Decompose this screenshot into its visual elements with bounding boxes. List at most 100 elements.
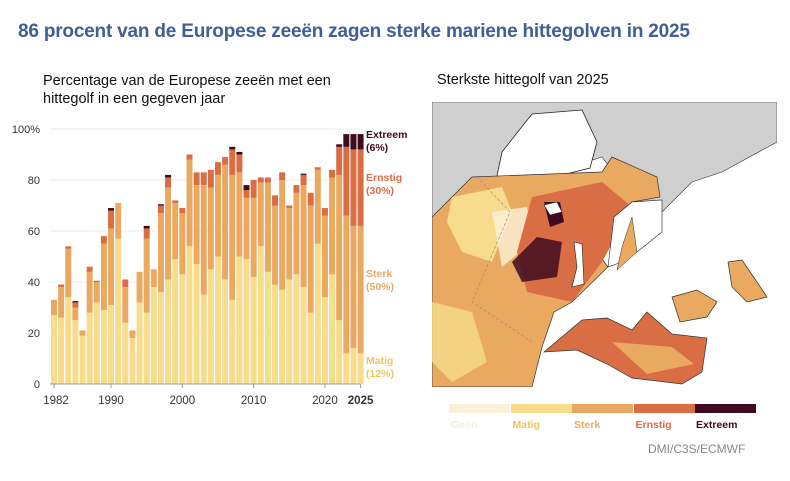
bar-ernstig-2010 bbox=[250, 180, 257, 198]
label-name: Matig bbox=[366, 355, 394, 367]
bar-sterk-1993 bbox=[129, 330, 136, 339]
bar-ernstig-2006 bbox=[222, 157, 229, 165]
bar-sterk-1999 bbox=[172, 202, 179, 260]
bar-matig-2020 bbox=[321, 297, 328, 384]
legend-swatch-geen bbox=[449, 404, 510, 413]
bar-ernstig-1985 bbox=[72, 302, 79, 308]
x-tick-label: 2020 bbox=[312, 395, 338, 407]
bar-matig-2023 bbox=[343, 353, 350, 384]
bar-sterk-2007 bbox=[229, 174, 236, 300]
bar-ernstig-2025 bbox=[357, 149, 364, 226]
bar-sterk-1997 bbox=[157, 213, 164, 293]
x-tick-label: 1982 bbox=[43, 395, 69, 407]
bar-ernstig-1990 bbox=[108, 210, 115, 229]
legend-label-extreem: Extreem bbox=[696, 419, 738, 431]
bar-ernstig-2018 bbox=[307, 192, 314, 206]
bar-matig-1992 bbox=[122, 322, 129, 384]
caspian-sea bbox=[727, 259, 768, 303]
bar-ernstig-2014 bbox=[279, 172, 286, 180]
bar-matig-1995 bbox=[143, 312, 150, 384]
bar-extreem-2008 bbox=[236, 151, 243, 155]
bar-extreem-2024 bbox=[350, 134, 357, 150]
bar-extreem-1997 bbox=[157, 204, 164, 206]
bar-sterk-1990 bbox=[108, 228, 115, 305]
bar-matig-2002 bbox=[193, 264, 200, 384]
bar-ernstig-2011 bbox=[257, 177, 264, 183]
yellow-patch bbox=[492, 207, 532, 267]
bar-sterk-1984 bbox=[65, 248, 72, 298]
bar-ernstig-2024 bbox=[350, 149, 357, 226]
legend-swatch-ernstig bbox=[633, 404, 695, 413]
label-pct: (50%) bbox=[366, 281, 395, 293]
bar-ernstig-2023 bbox=[343, 146, 350, 216]
bar-matig-2011 bbox=[257, 246, 264, 384]
bar-ernstig-2005 bbox=[214, 162, 221, 175]
bar-ernstig-2008 bbox=[236, 154, 243, 173]
bar-matig-2001 bbox=[186, 246, 193, 384]
bar-matig-1991 bbox=[115, 238, 122, 384]
bar-matig-2014 bbox=[279, 289, 286, 384]
bar-sterk-2010 bbox=[250, 197, 257, 277]
bar-sterk-1995 bbox=[143, 238, 150, 313]
bar-sterk-2005 bbox=[214, 174, 221, 257]
bar-sterk-2008 bbox=[236, 172, 243, 257]
label-pct: (30%) bbox=[366, 185, 395, 197]
bar-matig-1989 bbox=[100, 310, 107, 384]
bar-sterk-2023 bbox=[343, 215, 350, 354]
bar-matig-2007 bbox=[229, 299, 236, 384]
label-ernstig: Ernstig (30%) bbox=[366, 172, 402, 198]
extreem-patch bbox=[512, 237, 562, 282]
bar-ernstig-2002 bbox=[193, 172, 200, 186]
bar-sterk-2014 bbox=[279, 180, 286, 290]
bar-sterk-2000 bbox=[179, 213, 186, 275]
bar-sterk-1994 bbox=[136, 271, 143, 303]
boundary-line bbox=[471, 176, 533, 343]
baltic-sea bbox=[616, 216, 638, 271]
bar-ernstig-1989 bbox=[100, 236, 107, 244]
bar-ernstig-2022 bbox=[336, 146, 343, 175]
chart-subtitle: Percentage van de Europese zeeën met een… bbox=[43, 73, 331, 107]
bar-ernstig-2000 bbox=[179, 208, 186, 214]
x-tick-label: 2010 bbox=[241, 395, 267, 407]
yellow-patch bbox=[447, 187, 512, 262]
bar-matig-1988 bbox=[93, 302, 100, 384]
bar-sterk-1992 bbox=[122, 287, 129, 323]
y-tick-label: 100% bbox=[12, 124, 40, 136]
bar-sterk-2003 bbox=[200, 185, 207, 295]
bar-sterk-1987 bbox=[86, 271, 93, 313]
bar-matig-1984 bbox=[65, 297, 72, 384]
legend-label-geen: Geen bbox=[451, 419, 478, 431]
bar-sterk-1988 bbox=[93, 282, 100, 303]
bar-extreem-2017 bbox=[300, 173, 307, 175]
bar-sterk-2009 bbox=[243, 197, 250, 260]
bar-ernstig-2020 bbox=[321, 208, 328, 216]
bar-sterk-2024 bbox=[350, 225, 357, 349]
bar-ernstig-1988 bbox=[93, 280, 100, 282]
source-credit: DMI/C3S/ECMWF bbox=[648, 442, 746, 456]
bar-ernstig-1984 bbox=[65, 246, 72, 249]
bar-matig-2016 bbox=[293, 274, 300, 384]
bar-matig-1999 bbox=[172, 259, 179, 384]
bar-sterk-1985 bbox=[72, 307, 79, 321]
label-sterk: Sterk (50%) bbox=[366, 268, 394, 294]
bar-matig-2024 bbox=[350, 348, 357, 384]
bar-matig-1996 bbox=[150, 287, 157, 384]
bar-ernstig-1987 bbox=[86, 266, 93, 272]
y-tick-label: 0 bbox=[34, 379, 40, 391]
bar-matig-2006 bbox=[222, 279, 229, 384]
bar-matig-1998 bbox=[165, 279, 172, 384]
bar-matig-2009 bbox=[243, 259, 250, 384]
bar-matig-2013 bbox=[272, 284, 279, 384]
bar-ernstig-2015 bbox=[286, 205, 293, 209]
bar-sterk-2020 bbox=[321, 215, 328, 298]
y-tick-label: 60 bbox=[28, 226, 40, 238]
bar-matig-1983 bbox=[58, 317, 65, 384]
label-name: Extreem bbox=[366, 129, 408, 141]
bar-ernstig-2013 bbox=[272, 195, 279, 206]
bar-sterk-1998 bbox=[165, 187, 172, 280]
bar-extreem-2023 bbox=[343, 134, 350, 147]
bar-matig-2019 bbox=[314, 243, 321, 384]
bar-ernstig-2017 bbox=[300, 174, 307, 186]
bar-matig-1990 bbox=[108, 304, 115, 384]
bar-extreem-2022 bbox=[336, 144, 343, 147]
